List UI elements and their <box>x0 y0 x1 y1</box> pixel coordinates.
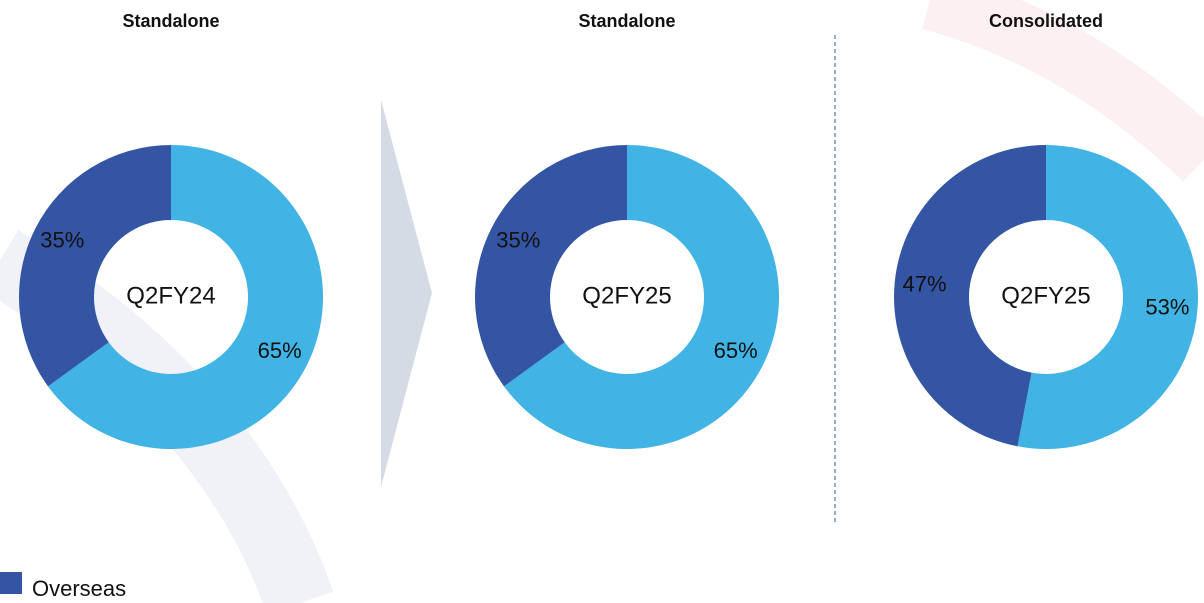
slice <box>48 145 323 449</box>
chart-title: Standalone <box>122 11 219 31</box>
slice <box>894 145 1046 447</box>
center-label: Q2FY25 <box>1001 282 1090 309</box>
data-label: 35% <box>496 227 540 252</box>
data-label: 53% <box>1145 294 1189 319</box>
slice <box>504 145 779 449</box>
data-label: 65% <box>714 338 758 363</box>
slice <box>1017 145 1199 449</box>
chevron <box>381 100 432 487</box>
center-label: Q2FY25 <box>582 282 671 309</box>
slice <box>475 145 627 387</box>
slice <box>19 145 171 387</box>
legend-label: Overseas <box>32 576 126 601</box>
data-label: 65% <box>258 338 302 363</box>
data-label: 47% <box>903 271 947 296</box>
legend-swatch <box>0 572 22 594</box>
center-label: Q2FY24 <box>126 282 215 309</box>
chart-title: Consolidated <box>989 11 1103 31</box>
data-label: 35% <box>40 227 84 252</box>
decor-arc <box>922 0 1204 182</box>
chart-title: Standalone <box>578 11 675 31</box>
